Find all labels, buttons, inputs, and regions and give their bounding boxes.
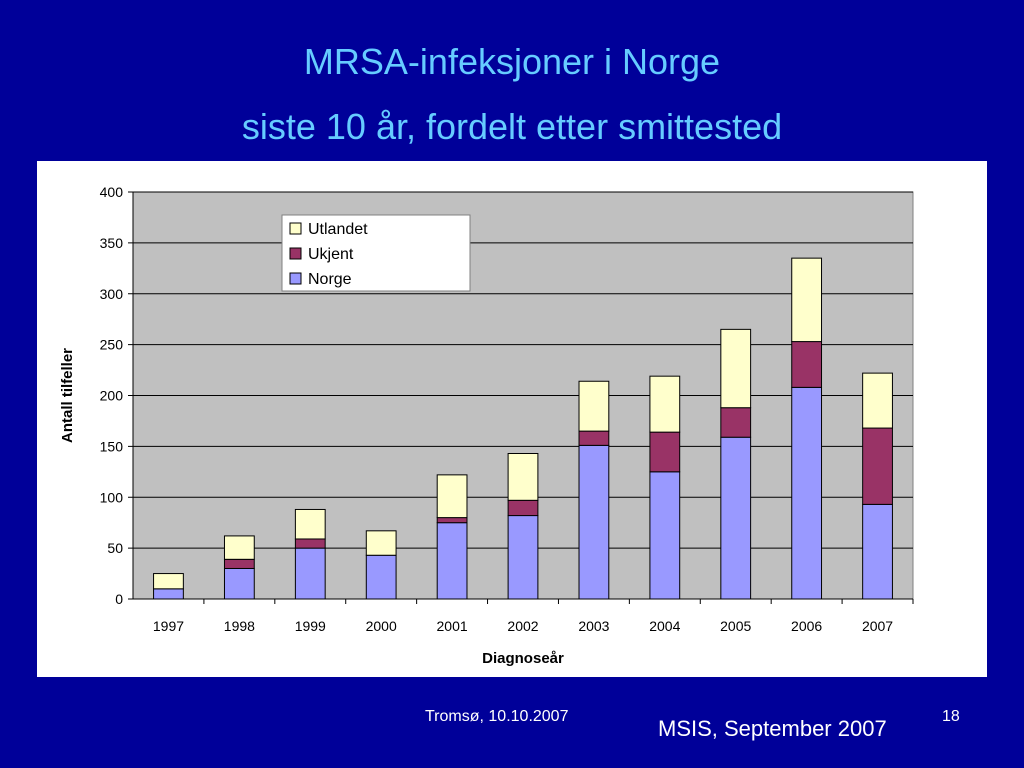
page-number: 18 [942,708,960,725]
bar-norge-2000 [365,554,397,600]
x-tick-label: 1997 [153,618,184,634]
x-tick-label: 2002 [507,618,538,634]
bar-norge-2001 [436,522,468,600]
x-tick-label: 2000 [366,618,397,634]
legend-swatch-utlandet [289,222,302,235]
bar-utlandet-2001 [436,474,468,519]
bar-ukjent-2007 [862,427,893,505]
x-tick-label: 2001 [437,618,468,634]
footer-date: Tromsø, 10.10.2007 [425,708,569,725]
y-tick-label: 400 [100,184,124,200]
y-axis-title: Antall tilfeller [59,348,76,443]
bar-norge-2002 [507,515,539,600]
legend-swatch-norge [289,272,302,285]
y-tick-label: 0 [115,591,123,607]
x-tick-label: 2007 [862,618,893,634]
stacked-bar-chart: 0 50 100 150 200 250 300 350 400 1997 1998 1999 2000… [59,184,914,667]
y-tick-label: 50 [107,540,123,556]
y-tick-label: 300 [100,286,124,302]
legend-label-utlandet: Utlandet [308,221,368,238]
y-tick-label: 350 [100,235,124,251]
bar-utlandet-1998 [223,535,255,560]
x-tick-label: 2006 [791,618,822,634]
y-tick-label: 100 [100,489,124,505]
x-tick-label: 2004 [649,618,680,634]
x-tick-label: 1998 [224,618,255,634]
bar-norge-2006 [791,386,823,600]
bar-ukjent-2004 [649,431,681,473]
bar-norge-1998 [223,567,255,600]
x-tick-label: 2003 [578,618,609,634]
bar-utlandet-1999 [294,508,326,540]
bar-ukjent-2002 [507,499,539,517]
bar-ukjent-2005 [720,407,752,438]
bar-ukjent-2006 [791,341,823,388]
legend-swatch-ukjent [289,247,302,260]
bar-ukjent-2003 [578,430,610,446]
legend-label-norge: Norge [308,271,352,288]
bar-utlandet-2003 [578,380,610,432]
bar-norge-2003 [578,444,610,600]
slide-subtitle: siste 10 år, fordelt etter smittested [241,106,783,147]
bar-ukjent-2001 [436,517,468,524]
chart-panel: 0 50 100 150 200 250 300 350 400 1997 1998 1999 2000… [37,161,987,677]
bar-utlandet-2000 [365,530,397,556]
bar-norge-2005 [720,436,752,600]
y-tick-label: 250 [100,337,124,353]
bar-utlandet-2005 [720,328,752,409]
bar-ukjent-1998 [223,558,255,569]
y-tick-label: 150 [100,438,124,454]
legend-label-ukjent: Ukjent [308,246,354,263]
bar-utlandet-2007 [862,372,893,429]
bar-utlandet-1997 [153,573,184,590]
bar-norge-1997 [153,588,184,600]
slide-title: MRSA-infeksjoner i Norge [303,41,721,82]
x-tick-label: 1999 [295,618,326,634]
y-tick-label: 200 [100,388,124,404]
bar-ukjent-1999 [294,538,326,549]
footer-source: MSIS, September 2007 [658,716,887,741]
bar-utlandet-2002 [507,452,539,501]
bar-utlandet-2006 [791,257,823,343]
legend [281,214,471,292]
bar-norge-2007 [862,503,893,600]
x-axis-title: Diagnoseår [482,650,564,667]
bar-utlandet-2004 [649,375,681,433]
bar-norge-2004 [649,471,681,600]
bar-norge-1999 [294,547,326,600]
x-tick-label: 2005 [720,618,751,634]
